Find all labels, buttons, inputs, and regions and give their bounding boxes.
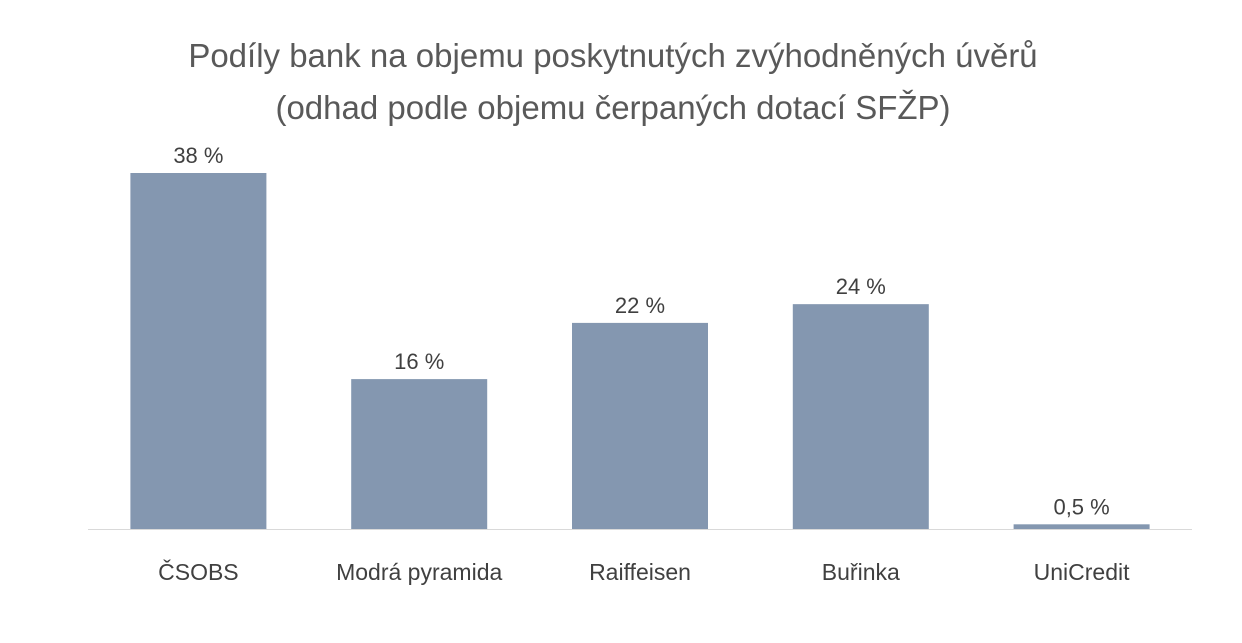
bar-čsobs — [130, 173, 267, 529]
x-tick-label: Buřinka — [822, 559, 900, 585]
x-tick-label: Raiffeisen — [589, 559, 691, 585]
bar-modrá-pyramida — [351, 379, 488, 529]
data-label: 16 % — [394, 349, 444, 374]
data-label: 38 % — [173, 143, 223, 168]
x-tick-label: ČSOBS — [158, 558, 239, 585]
chart-title-line-2: (odhad podle objemu čerpaných dotací SFŽ… — [275, 89, 951, 126]
x-tick-label: UniCredit — [1034, 559, 1130, 585]
data-label: 24 % — [836, 274, 886, 299]
data-label: 22 % — [615, 293, 665, 318]
x-tick-label: Modrá pyramida — [336, 559, 502, 585]
chart-title-line-1: Podíly bank na objemu poskytnutých zvýho… — [188, 37, 1038, 74]
bar-raiffeisen — [572, 322, 708, 529]
data-label: 0,5 % — [1053, 494, 1109, 519]
bar-buřinka — [792, 304, 929, 529]
bar-unicredit — [1013, 524, 1150, 529]
chart-title: Podíly bank na objemu poskytnutých zvýho… — [0, 30, 1226, 134]
